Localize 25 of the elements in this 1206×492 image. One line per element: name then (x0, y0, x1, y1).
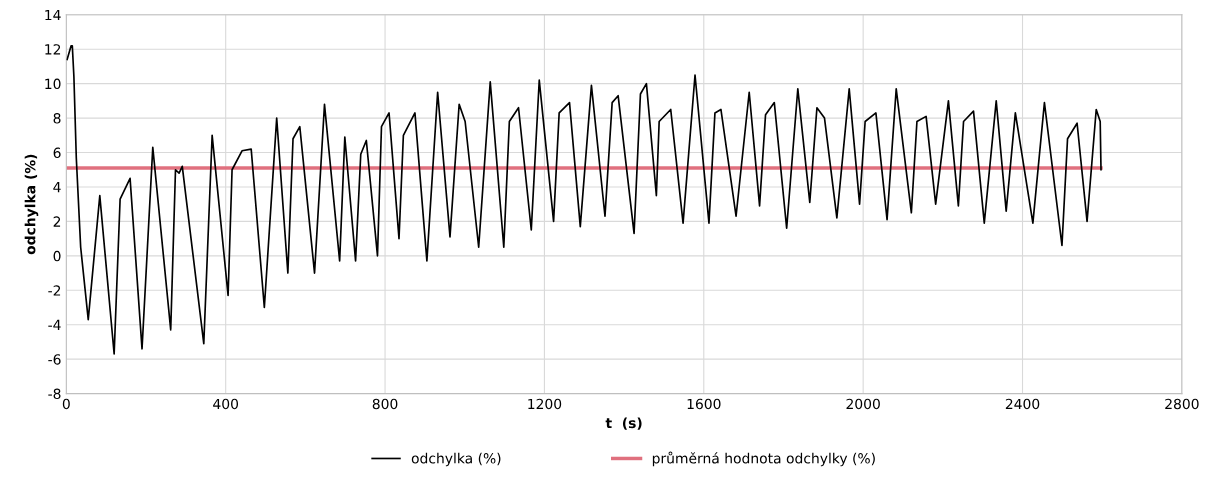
y-tick-label: 6 (53, 147, 61, 158)
y-tick-label: -8 (48, 388, 61, 400)
x-tick-label: 2000 (846, 398, 880, 410)
y-tick-label: 8 (53, 113, 61, 124)
y-tick-label: 14 (45, 9, 61, 21)
x-tick-label: 1200 (528, 398, 562, 410)
x-tick-label: 0 (62, 398, 70, 410)
y-axis-title: odchylka (%) (24, 154, 39, 255)
x-axis-title: t (s) (605, 417, 642, 430)
x-tick-label: 2400 (1005, 398, 1040, 410)
y-tick-label: -6 (48, 354, 61, 365)
y-tick-label: 2 (53, 216, 61, 227)
x-tick-label: 2800 (1165, 398, 1199, 410)
y-tick-label: 10 (45, 78, 61, 90)
legend-label: průměrná hodnota odchylky (%) (652, 451, 875, 467)
y-tick-label: -2 (48, 285, 61, 296)
y-tick-label: 0 (53, 250, 61, 262)
y-tick-label: 12 (45, 44, 61, 55)
y-tick-label: -4 (48, 319, 61, 330)
x-tick-label: 800 (372, 398, 398, 410)
line-series (66, 44, 1102, 355)
legend-label: odchylka (%) (411, 452, 501, 467)
x-tick-label: 1600 (687, 398, 721, 410)
x-tick-label: 400 (213, 398, 239, 410)
y-tick-label: 4 (53, 182, 61, 193)
